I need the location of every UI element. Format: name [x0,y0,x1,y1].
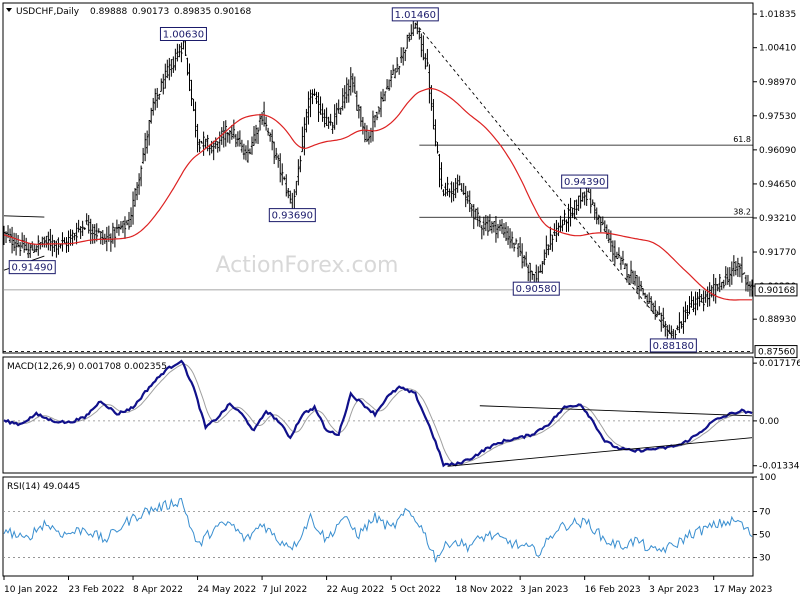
macd-trendline [479,405,753,417]
x-tick-label: 10 Jan 2022 [4,585,58,595]
price-tick-label: 0.91770 [759,248,796,258]
x-tick-label: 18 Nov 2022 [456,585,514,595]
price-annotation-badge [561,174,609,189]
fib-level-label: 61.8 [733,135,751,144]
macd-line [3,359,753,468]
macd-trendline [447,437,753,467]
panel-frame-1 [2,2,754,354]
macd-tick-label: 0.017176 [759,359,800,369]
rsi-tick-label: 50 [759,531,771,541]
price-annotation-badge [512,281,560,296]
price-annotation-label: 0.93690 [272,211,313,222]
low-marker-label: 0.87560 [758,348,795,358]
dropdown-triangle-icon[interactable] [6,8,12,12]
rsi-tick-label: 100 [759,473,776,483]
price-tick-label: 0.98970 [759,78,796,88]
current-price-badge [754,283,798,297]
price-annotation-label: 0.90580 [516,284,557,295]
price-annotation-label: 0.91490 [12,263,53,274]
price-trendline-triangle-top [3,215,45,218]
price-tick-label: 1.00410 [759,44,796,54]
price-trendline-decline [414,22,674,338]
rsi-label: RSI(14) 49.0445 [7,482,80,492]
symbol-label: USDCHF,Daily [16,7,80,17]
x-tick-label: 16 Feb 2023 [585,585,641,595]
moving-average-line [3,87,752,301]
current-price-label: 0.90168 [758,286,795,296]
price-annotation-badge [268,208,316,223]
rsi-tick-label: 70 [759,508,771,518]
x-tick-label: 8 Apr 2022 [133,585,183,595]
price-annotation-badge [8,260,56,275]
header-ohlc-value: 0.90168 [214,7,251,17]
price-annotation-badge [159,26,207,41]
macd-label: MACD(12,26,9) 0.001708 0.002355 [7,362,167,372]
price-annotation-label: 0.94390 [564,177,605,188]
x-tick-label: 3 Jan 2023 [520,585,568,595]
price-tick-label: 0.96090 [759,146,796,156]
header-ohlc-value: 0.89888 [90,7,127,17]
panel-frame-2 [2,356,754,474]
price-tick-label: 1.01835 [759,10,796,20]
fib-level-label: 38.2 [733,207,751,216]
price-annotation-label: 1.00630 [163,29,204,40]
x-tick-label: 3 Apr 2023 [649,585,699,595]
header-ohlc-value: 0.90173 [132,7,169,17]
panel-frame-3 [2,476,754,577]
rsi-line [3,497,753,563]
price-annotation-label: 1.01460 [395,10,436,21]
price-tick-label: 0.94650 [759,180,796,190]
rsi-tick-label: 30 [759,554,771,564]
x-tick-label: 24 May 2022 [198,585,257,595]
x-tick-label: 22 Aug 2022 [327,585,385,595]
x-tick-label: 17 May 2023 [714,585,773,595]
price-tick-label: 0.88930 [759,315,796,325]
price-tick-label: 0.93210 [759,214,796,224]
macd-tick-label: 0.00 [759,417,779,427]
watermark: ActionForex.com [216,253,399,278]
header-ohlc-value: 0.89835 [174,7,211,17]
x-tick-label: 5 Oct 2022 [391,585,441,595]
price-tick-label: 0.97530 [759,112,796,122]
macd-tick-label: -0.01334 [759,462,800,472]
price-annotation-badge [391,7,439,22]
price-annotation-badge [649,338,697,353]
low-marker-badge [754,345,798,359]
price-annotation-label: 0.88180 [653,341,694,352]
x-tick-label: 23 Feb 2022 [69,585,125,595]
x-tick-label: 7 Jul 2022 [262,585,307,595]
